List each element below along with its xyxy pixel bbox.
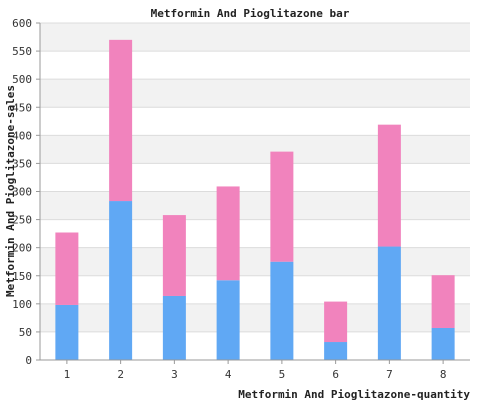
grid-band bbox=[40, 275, 470, 304]
grid-band bbox=[40, 79, 470, 108]
bar-segment-series-2 bbox=[109, 39, 133, 202]
y-tick-label: 300 bbox=[12, 186, 32, 199]
x-tick-label: 4 bbox=[225, 368, 232, 381]
y-tick-label: 100 bbox=[12, 298, 32, 311]
bar-segment-series-1 bbox=[109, 201, 133, 360]
y-tick-label: 500 bbox=[12, 73, 32, 86]
bar-segment-series-2 bbox=[270, 151, 294, 262]
bar-segment-series-2 bbox=[216, 186, 240, 281]
axes bbox=[36, 22, 470, 364]
bar-segment-series-1 bbox=[162, 295, 186, 360]
bar-segment-series-1 bbox=[216, 280, 240, 360]
grid-band bbox=[40, 219, 470, 248]
bar-segment-series-1 bbox=[55, 304, 79, 360]
x-tick-label: 1 bbox=[64, 368, 71, 381]
y-tick-label: 600 bbox=[12, 17, 32, 30]
x-axis-label: Metformin And Pioglitazone-quantity bbox=[238, 388, 470, 400]
bar-segment-series-1 bbox=[270, 261, 294, 360]
grid-band bbox=[40, 163, 470, 192]
y-tick-label: 550 bbox=[12, 45, 32, 58]
x-tick-label: 3 bbox=[171, 368, 178, 381]
tick-labels: 0 50 100 150 200 250 300 350 400 450 500 550 600 1 2 3 4… bbox=[12, 17, 446, 381]
chart-title: Metformin And Pioglitazone bar bbox=[151, 7, 350, 20]
bar-segment-series-1 bbox=[324, 342, 348, 360]
bar-segment-series-2 bbox=[431, 275, 455, 328]
bar-segment-series-2 bbox=[324, 301, 348, 343]
y-tick-label: 200 bbox=[12, 242, 32, 255]
y-axis-label: Metformin And Pioglitazone-sales bbox=[4, 85, 17, 297]
bar-segment-series-1 bbox=[431, 327, 455, 360]
bars bbox=[55, 39, 455, 360]
bar-segment-series-1 bbox=[377, 246, 401, 360]
y-tick-label: 450 bbox=[12, 101, 32, 114]
grid-band bbox=[40, 107, 470, 136]
grid-band bbox=[40, 303, 470, 332]
grid-band bbox=[40, 191, 470, 220]
y-tick-label: 250 bbox=[12, 214, 32, 227]
bar-segment-series-2 bbox=[377, 124, 401, 247]
grid-band bbox=[40, 247, 470, 276]
grid-band bbox=[40, 135, 470, 164]
y-tick-label: 350 bbox=[12, 157, 32, 170]
bar-segment-series-2 bbox=[55, 232, 79, 305]
x-tick-label: 7 bbox=[386, 368, 393, 381]
x-tick-label: 2 bbox=[117, 368, 124, 381]
y-tick-label: 400 bbox=[12, 129, 32, 142]
y-tick-label: 50 bbox=[19, 326, 32, 339]
grid-band bbox=[40, 51, 470, 80]
y-tick-label: 0 bbox=[25, 354, 32, 367]
grid-band bbox=[40, 23, 470, 52]
x-tick-label: 6 bbox=[332, 368, 339, 381]
grid-band bbox=[40, 331, 470, 360]
y-tick-label: 150 bbox=[12, 270, 32, 283]
x-tick-label: 8 bbox=[440, 368, 447, 381]
bar-segment-series-2 bbox=[162, 215, 186, 296]
x-tick-label: 5 bbox=[279, 368, 286, 381]
